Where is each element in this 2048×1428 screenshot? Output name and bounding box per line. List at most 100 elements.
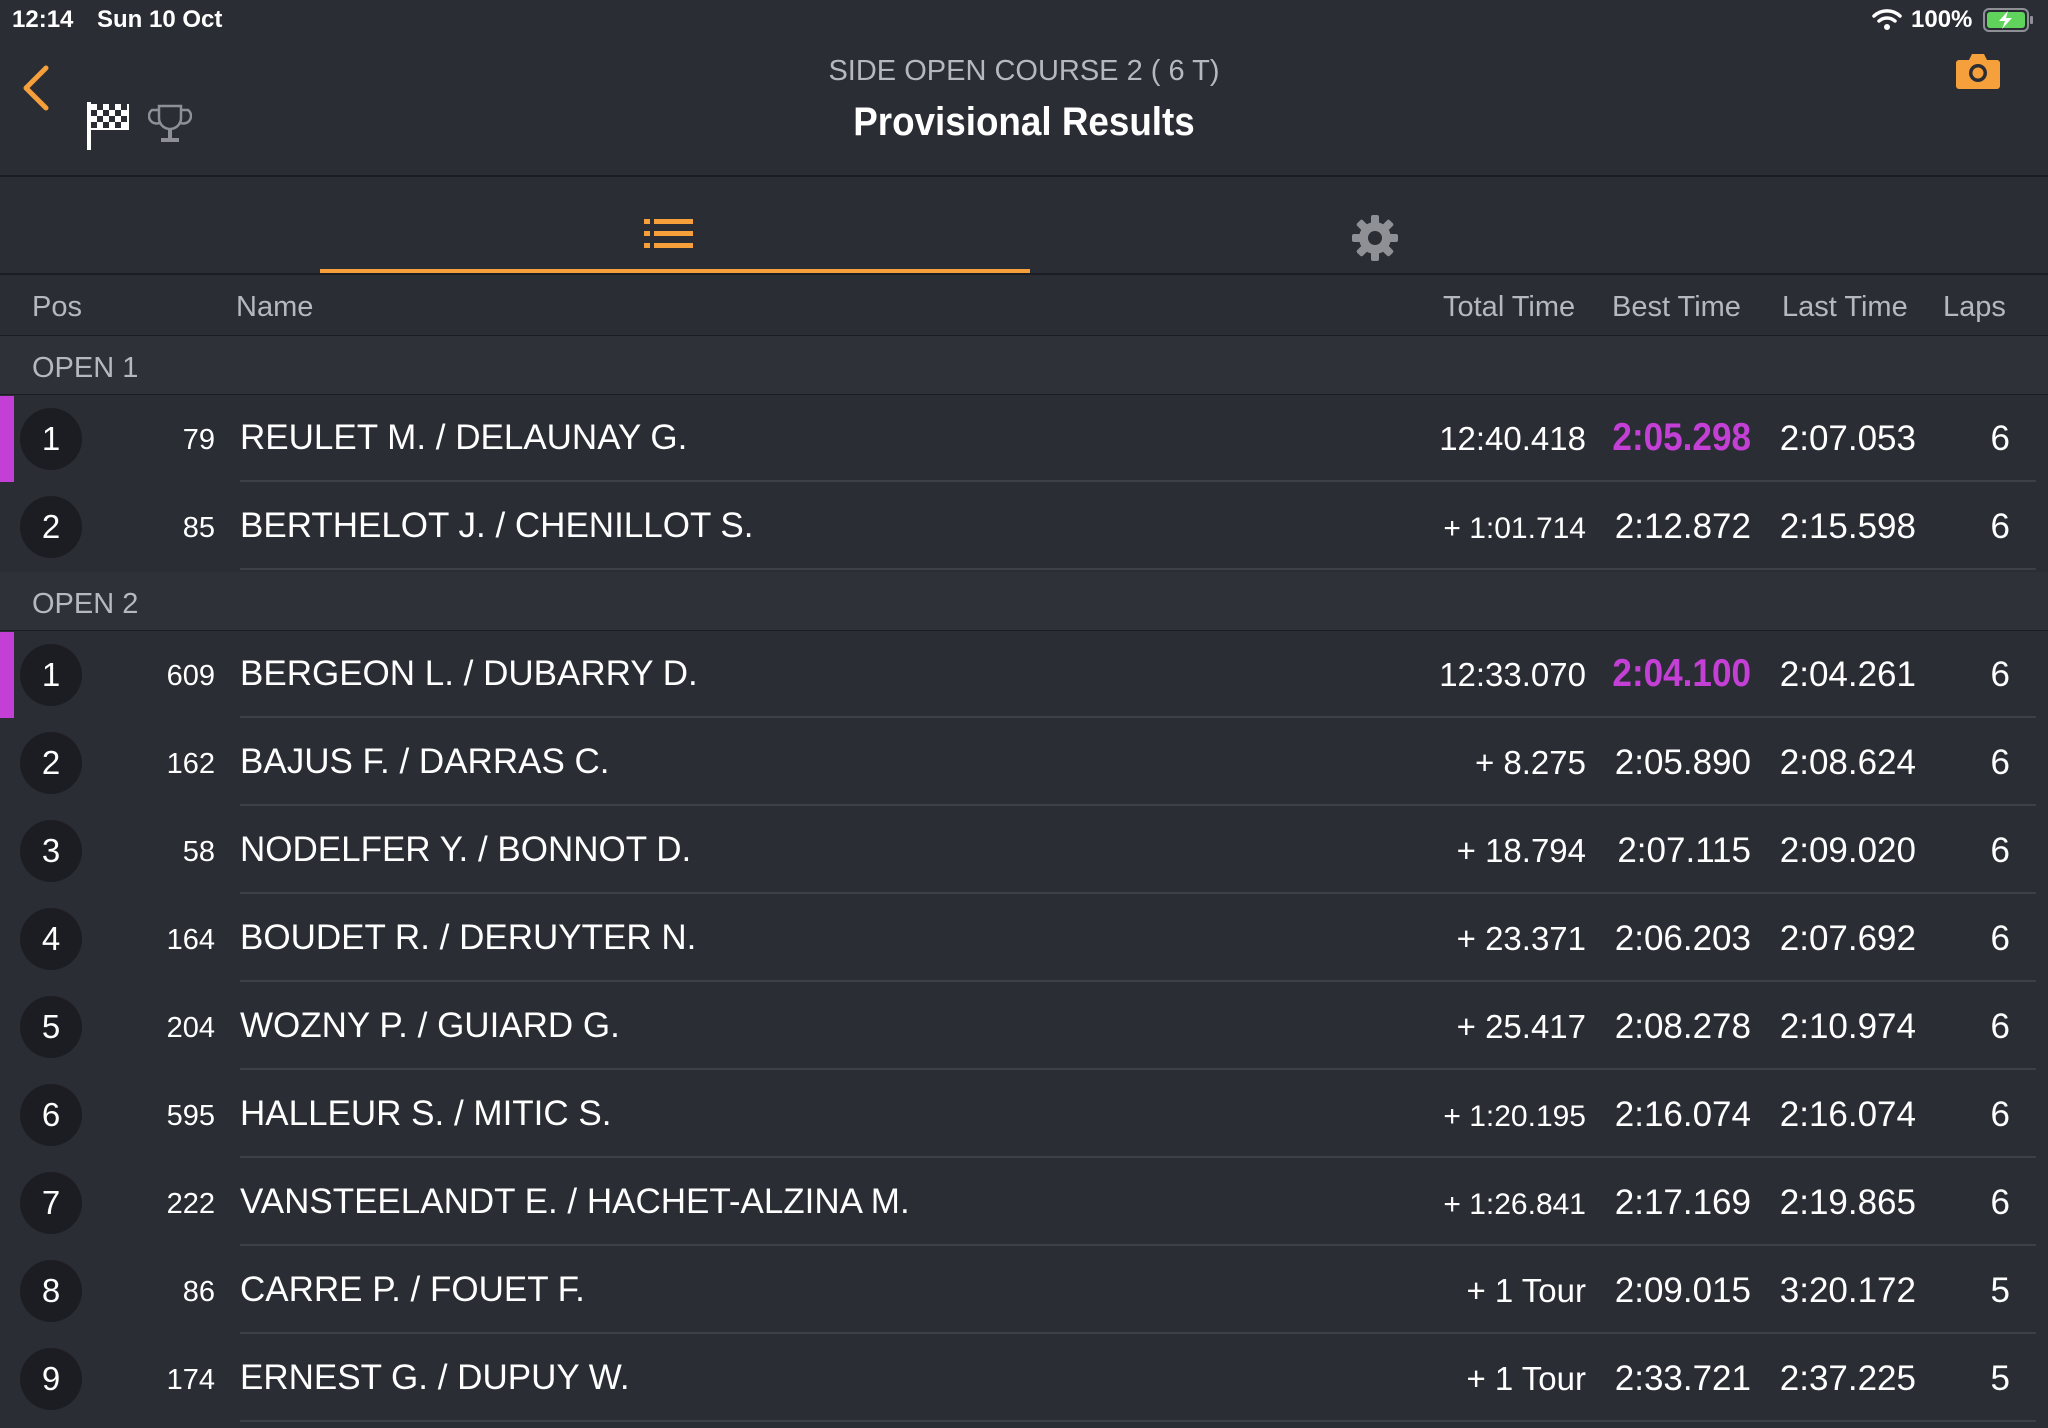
driver-names: BERTHELOT J. / CHENILLOT S.	[240, 506, 754, 545]
best-time: 2:33.721	[1614, 1359, 1751, 1398]
position-badge: 6	[20, 1084, 82, 1146]
total-time: + 1:01.714	[1443, 512, 1586, 545]
total-time: + 8.275	[1474, 744, 1586, 781]
column-header-best-time[interactable]: Best Time	[1612, 291, 1741, 323]
position-badge: 1	[20, 644, 82, 706]
last-time: 2:10.974	[1779, 1007, 1916, 1046]
fastest-lap-marker	[0, 632, 14, 718]
trophy-icon[interactable]	[147, 102, 193, 151]
status-bar: 12:14 Sun 10 Oct 100%	[0, 0, 2048, 40]
row-divider	[240, 1332, 2036, 1334]
bib-number: 58	[182, 836, 215, 868]
last-time: 2:19.865	[1779, 1183, 1916, 1222]
tab-bar	[0, 177, 2048, 275]
laps-count: 6	[1990, 1183, 2010, 1222]
position-badge: 7	[20, 1172, 82, 1234]
row-divider	[240, 568, 2036, 570]
bib-number: 85	[182, 512, 215, 544]
driver-names: WOZNY P. / GUIARD G.	[240, 1006, 620, 1045]
result-row[interactable]: 6 595 HALLEUR S. / MITIC S. + 1:20.195 2…	[0, 1072, 2048, 1158]
clock-time: 12:14	[12, 6, 74, 33]
checkered-flag-icon[interactable]	[85, 100, 131, 157]
total-time: + 1:20.195	[1443, 1100, 1586, 1133]
back-button[interactable]	[14, 58, 60, 118]
wifi-icon	[1872, 8, 1902, 35]
position-badge: 3	[20, 820, 82, 882]
gear-icon	[1352, 215, 1398, 261]
bib-number: 79	[182, 424, 215, 456]
group-header: OPEN 2	[0, 572, 2048, 631]
laps-count: 6	[1990, 1095, 2010, 1134]
best-time: 2:16.074	[1614, 1095, 1751, 1134]
laps-count: 6	[1990, 919, 2010, 958]
position-badge: 2	[20, 496, 82, 558]
active-tab-indicator	[320, 269, 1030, 273]
row-divider	[240, 480, 2036, 482]
tab-results-list[interactable]	[320, 177, 1030, 273]
result-row[interactable]: 1 79 REULET M. / DELAUNAY G. 12:40.418 2…	[0, 396, 2048, 482]
last-time: 2:07.692	[1779, 919, 1916, 958]
driver-names: VANSTEELANDT E. / HACHET-ALZINA M.	[240, 1182, 910, 1221]
row-divider	[240, 980, 2036, 982]
column-header-row: Pos Name Total Time Best Time Last Time …	[0, 275, 2048, 336]
bib-number: 86	[182, 1276, 215, 1308]
best-time: 2:17.169	[1614, 1183, 1751, 1222]
last-time: 2:15.598	[1779, 507, 1916, 546]
result-row[interactable]: 7 222 VANSTEELANDT E. / HACHET-ALZINA M.…	[0, 1160, 2048, 1246]
driver-names: BAJUS F. / DARRAS C.	[240, 742, 610, 781]
result-row[interactable]: 4 164 BOUDET R. / DERUYTER N. + 23.371 2…	[0, 896, 2048, 982]
column-header-name[interactable]: Name	[236, 291, 314, 323]
result-row[interactable]: 2 162 BAJUS F. / DARRAS C. + 8.275 2:05.…	[0, 720, 2048, 806]
driver-names: BOUDET R. / DERUYTER N.	[240, 918, 697, 957]
result-row[interactable]: 9 174 ERNEST G. / DUPUY W. + 1 Tour 2:33…	[0, 1336, 2048, 1422]
bib-number: 595	[166, 1100, 215, 1132]
column-header-laps[interactable]: Laps	[1943, 291, 2006, 323]
row-divider	[240, 804, 2036, 806]
row-divider	[240, 1244, 2036, 1246]
column-header-total-time[interactable]: Total Time	[1443, 291, 1576, 323]
position-badge: 5	[20, 996, 82, 1058]
bib-number: 164	[166, 924, 215, 956]
last-time: 2:07.053	[1779, 419, 1916, 458]
laps-count: 6	[1990, 419, 2010, 458]
tab-settings[interactable]	[1300, 177, 1450, 273]
best-time: 2:06.203	[1614, 919, 1751, 958]
camera-button[interactable]	[1955, 52, 2001, 95]
position-badge: 4	[20, 908, 82, 970]
position-badge: 2	[20, 732, 82, 794]
result-row[interactable]: 1 609 BERGEON L. / DUBARRY D. 12:33.070 …	[0, 632, 2048, 718]
group-label: OPEN 1	[32, 352, 139, 384]
row-divider	[240, 1068, 2036, 1070]
group-header: OPEN 1	[0, 336, 2048, 395]
total-time: + 1 Tour	[1466, 1272, 1586, 1309]
position-badge: 1	[20, 408, 82, 470]
driver-names: REULET M. / DELAUNAY G.	[240, 418, 688, 457]
best-time: 2:04.100	[1612, 652, 1751, 695]
total-time: + 25.417	[1456, 1008, 1586, 1045]
position-badge: 9	[20, 1348, 82, 1410]
result-row[interactable]: 2 85 BERTHELOT J. / CHENILLOT S. + 1:01.…	[0, 484, 2048, 570]
chevron-left-icon	[23, 65, 49, 111]
bib-number: 162	[166, 748, 215, 780]
driver-names: BERGEON L. / DUBARRY D.	[240, 654, 698, 693]
total-time: 12:33.070	[1439, 656, 1586, 693]
laps-count: 6	[1990, 743, 2010, 782]
page-title: Provisional Results	[853, 100, 1195, 144]
battery-charging-icon	[1983, 8, 2035, 37]
list-icon	[644, 219, 693, 248]
column-header-pos[interactable]: Pos	[32, 291, 82, 323]
total-time: + 18.794	[1456, 832, 1586, 869]
row-divider	[240, 716, 2036, 718]
row-divider	[240, 1420, 2036, 1422]
result-row[interactable]: 3 58 NODELFER Y. / BONNOT D. + 18.794 2:…	[0, 808, 2048, 894]
total-time: + 1:26.841	[1443, 1188, 1586, 1221]
best-time: 2:08.278	[1614, 1007, 1751, 1046]
status-date: Sun 10 Oct	[97, 6, 223, 33]
column-header-last-time[interactable]: Last Time	[1782, 291, 1908, 323]
laps-count: 6	[1990, 655, 2010, 694]
row-divider	[240, 1156, 2036, 1158]
result-row[interactable]: 8 86 CARRE P. / FOUET F. + 1 Tour 2:09.0…	[0, 1248, 2048, 1334]
result-row[interactable]: 5 204 WOZNY P. / GUIARD G. + 25.417 2:08…	[0, 984, 2048, 1070]
last-time: 2:37.225	[1779, 1359, 1916, 1398]
total-time: + 23.371	[1456, 920, 1586, 957]
